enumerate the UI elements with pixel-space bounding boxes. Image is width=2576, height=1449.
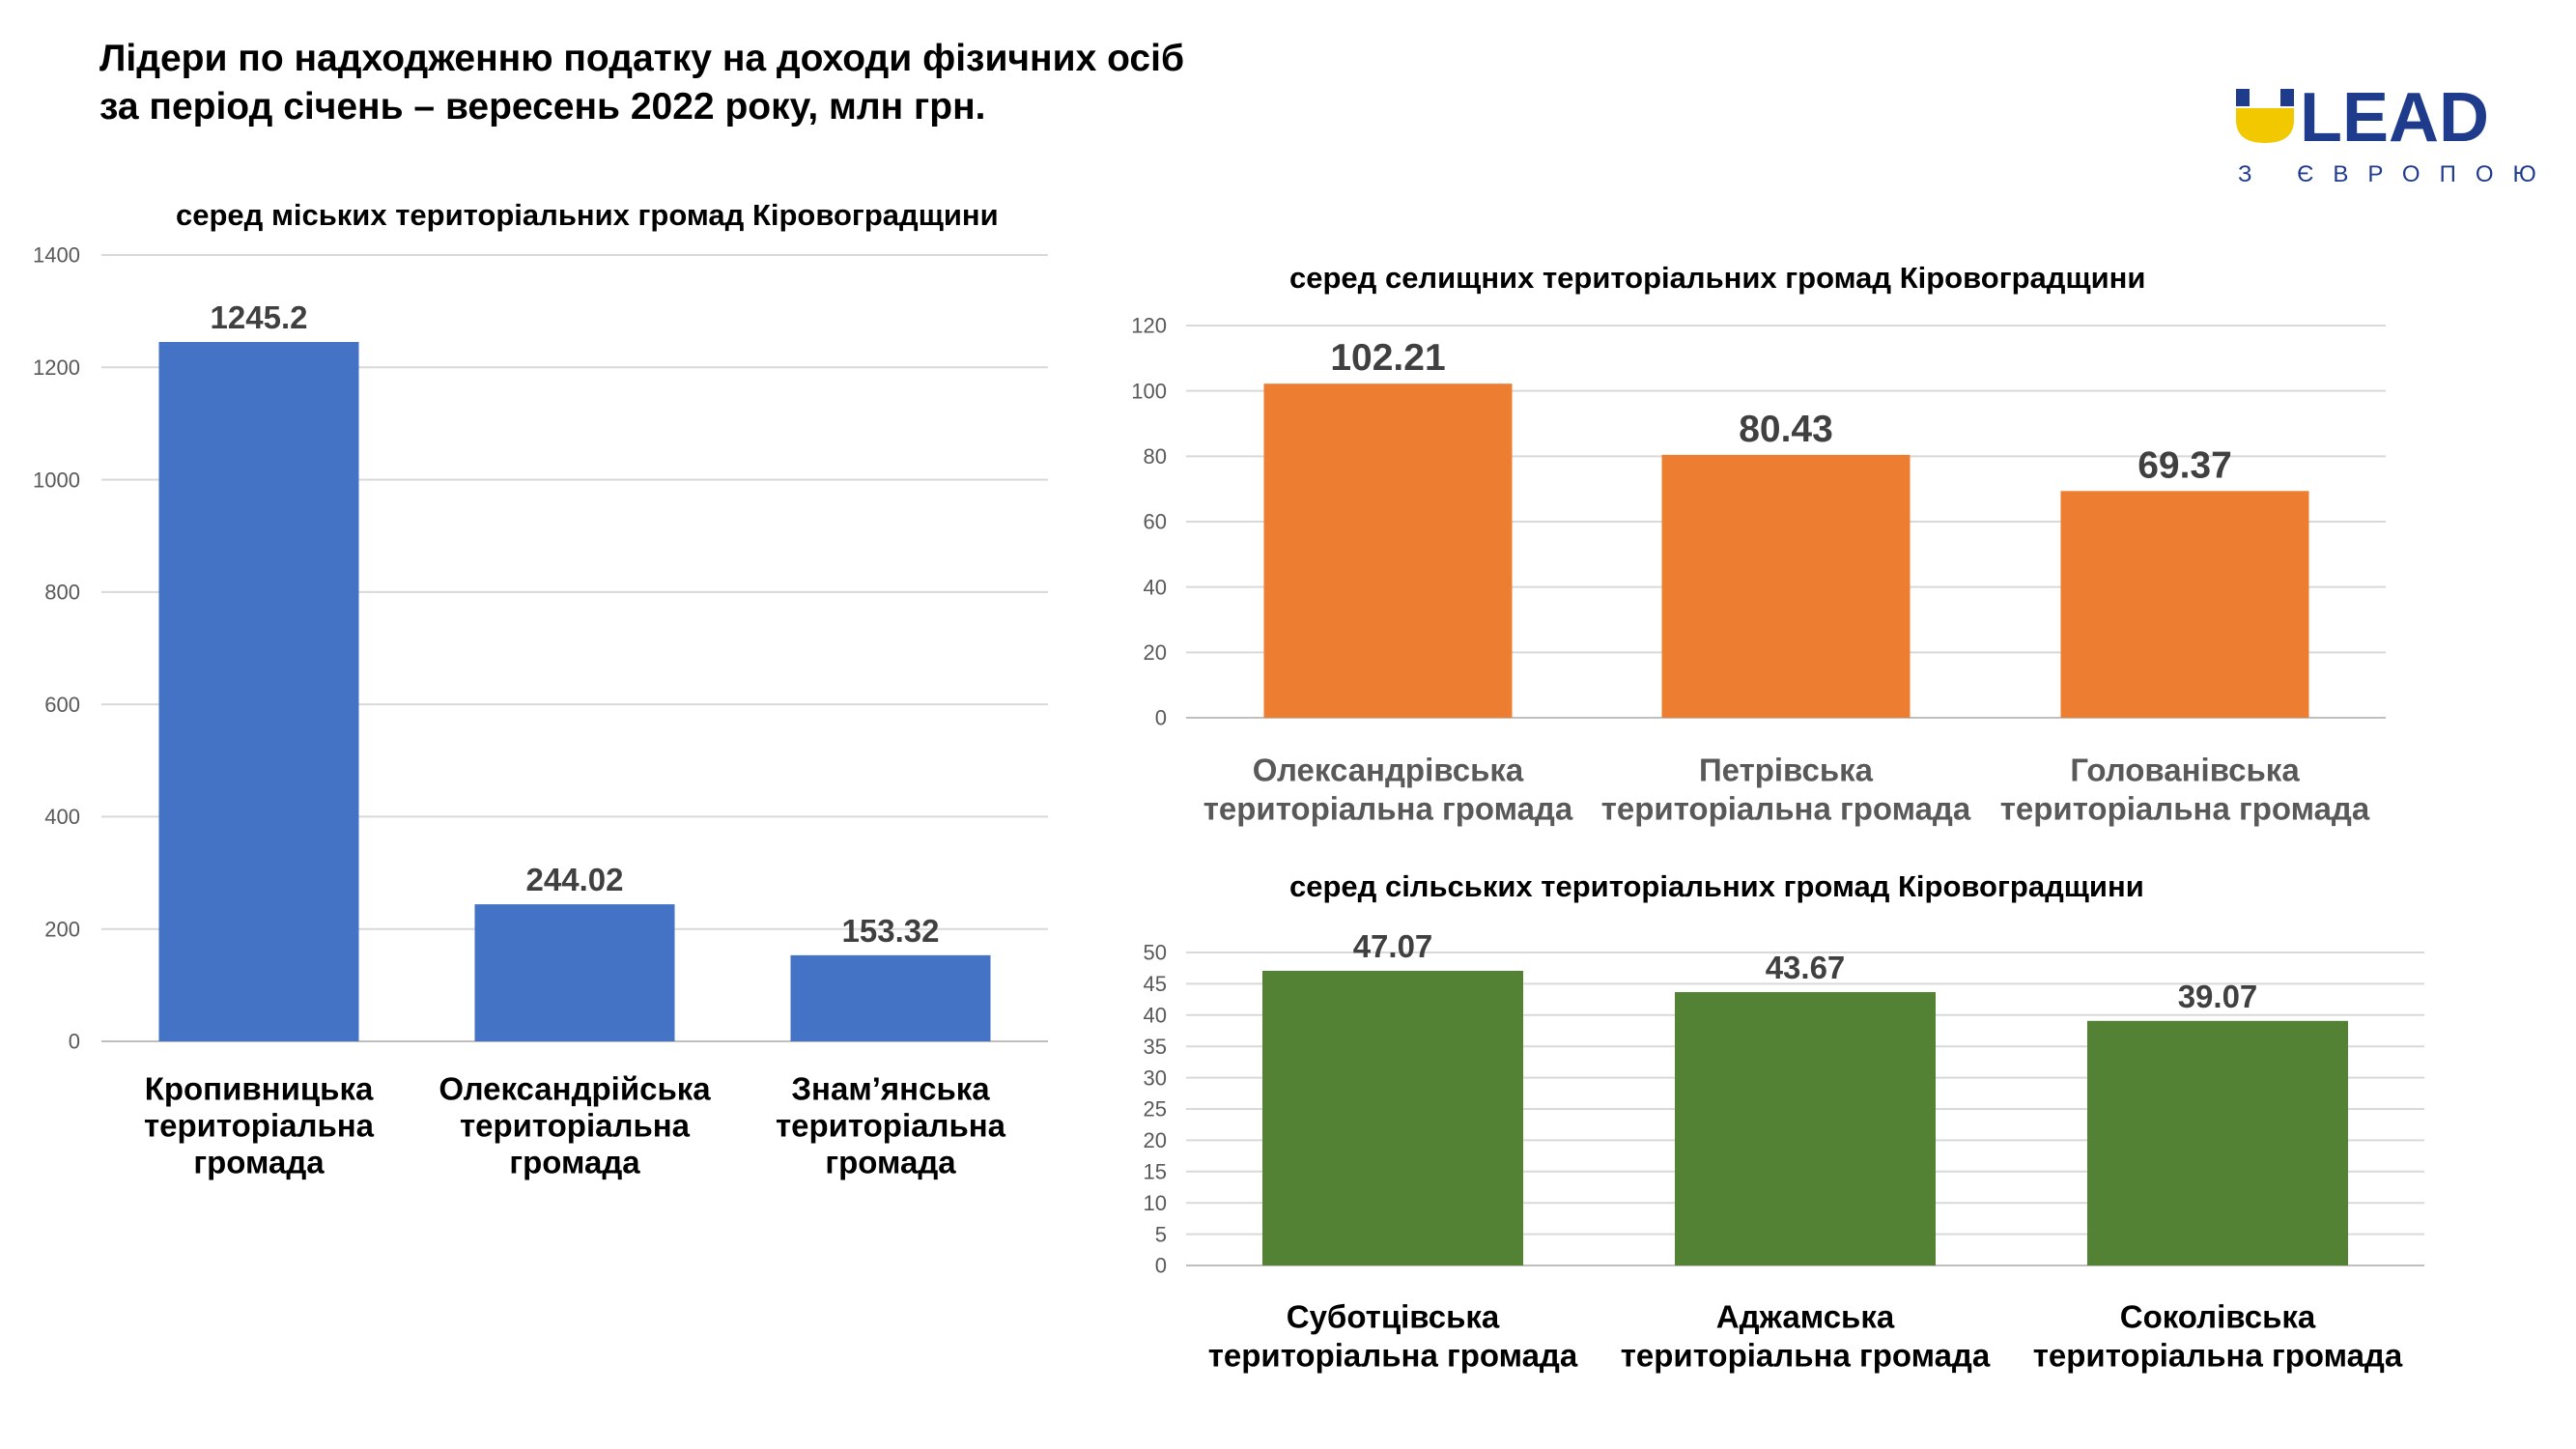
y-tick-label: 40	[1144, 1004, 1167, 1028]
y-tick-label: 1400	[33, 243, 80, 268]
y-tick-label: 10	[1144, 1191, 1167, 1215]
category-label: Соколівська	[2120, 1298, 2316, 1334]
y-tick-label: 120	[1131, 314, 1167, 338]
bar	[2087, 1020, 2348, 1265]
logo-subtitle: З ЄВРОПОЮ	[2238, 161, 2556, 187]
ulead-logo: LEAD З ЄВРОПОЮ	[2236, 79, 2564, 189]
data-label: 1245.2	[211, 299, 308, 335]
category-label: територіальна	[776, 1107, 1006, 1143]
y-tick-label: 15	[1144, 1160, 1167, 1184]
y-tick-label: 20	[1144, 1128, 1167, 1152]
category-label: громада	[509, 1144, 640, 1179]
logo-u-left-blue	[2236, 89, 2250, 106]
page-title-line-2: за період січень – вересень 2022 року, м…	[99, 86, 986, 128]
y-tick-label: 200	[44, 917, 80, 941]
y-tick-label: 30	[1144, 1065, 1167, 1090]
y-tick-label: 80	[1144, 444, 1167, 469]
logo-u-yellow	[2236, 108, 2294, 143]
category-label: Суботцівська	[1287, 1298, 1500, 1334]
category-label: Петрівська	[1699, 752, 1874, 787]
y-tick-label: 0	[1155, 706, 1167, 730]
y-tick-label: 0	[1155, 1254, 1167, 1278]
data-label: 39.07	[2178, 979, 2258, 1014]
logo-wordmark: LEAD	[2300, 83, 2489, 156]
y-tick-label: 5	[1155, 1222, 1167, 1246]
bar	[1262, 970, 1523, 1265]
y-tick-label: 1000	[33, 468, 80, 492]
bar	[474, 904, 675, 1041]
chart-urban-svg: 0 200 400 600 800 1000 1200 1400 1245.2 Кропивниц…	[33, 243, 1048, 1179]
logo-u-right-blue	[2280, 89, 2294, 106]
y-tick-label: 50	[1144, 941, 1167, 965]
ulead-logo-mark: LEAD З ЄВРОПОЮ	[2236, 79, 2556, 187]
category-label: Олександрійська	[439, 1070, 711, 1106]
category-label: громада	[193, 1144, 325, 1179]
category-label: територіальна громада	[1203, 790, 1573, 826]
y-tick-label: 45	[1144, 972, 1167, 996]
chart-rural: 0 5 10 15 20 25 30 35 40 45 50 47.07 Суботцівська тер…	[1144, 928, 2424, 1373]
bar	[158, 342, 359, 1042]
data-label: 102.21	[1330, 337, 1445, 379]
category-label: територіальна громада	[2033, 1337, 2403, 1373]
y-tick-label: 400	[44, 805, 80, 829]
category-label: територіальна	[460, 1107, 691, 1143]
y-tick-label: 20	[1144, 640, 1167, 665]
y-tick-label: 25	[1144, 1097, 1167, 1122]
category-label: територіальна громада	[1601, 790, 1971, 826]
page-title: Лідери по надходженню податку на доходи …	[99, 35, 1184, 131]
bar	[790, 954, 991, 1041]
category-label: територіальна громада	[1621, 1337, 1991, 1373]
chart-settlement-svg: 020406080100120102.21Олександрівськатери…	[1131, 314, 2386, 826]
y-tick-label: 40	[1144, 575, 1167, 599]
data-label: 43.67	[1766, 950, 1846, 985]
y-tick-label: 100	[1131, 379, 1167, 403]
chart-3-title: серед сільських територіальних громад Кі…	[1289, 869, 2144, 903]
category-label: Знам’янська	[791, 1070, 990, 1106]
data-label: 244.02	[526, 862, 624, 897]
category-label: територіальна громада	[1208, 1337, 1578, 1373]
category-label: територіальна громада	[2000, 790, 2370, 826]
y-tick-label: 800	[44, 581, 80, 605]
y-tick-label: 60	[1144, 510, 1167, 534]
y-tick-label: 0	[69, 1030, 80, 1054]
category-label: громада	[825, 1144, 956, 1179]
bar	[1661, 454, 1911, 718]
bar	[1675, 992, 1936, 1265]
category-label: Голованівська	[2070, 752, 2300, 787]
y-tick-label: 600	[44, 693, 80, 717]
data-label: 69.37	[2137, 444, 2232, 486]
chart-2-title: серед селищних територіальних громад Кір…	[1289, 261, 2146, 295]
page-title-line-1: Лідери по надходженню податку на доходи …	[99, 38, 1185, 79]
category-label: Кропивницька	[145, 1070, 374, 1106]
data-label: 80.43	[1739, 409, 1833, 450]
bar	[2060, 491, 2309, 718]
data-label: 47.07	[1353, 928, 1433, 964]
y-tick-label: 35	[1144, 1035, 1167, 1059]
chart-settlement: 0 20 40 60 80 100 120 102.21 Олександрівська тери…	[1131, 314, 2386, 826]
category-label: Аджамська	[1716, 1298, 1895, 1334]
chart-urban: 0 200 400 600 800 1000 1200 1400 1245.2 Кропивниц…	[0, 0, 1082, 1217]
category-label: територіальна	[144, 1107, 375, 1143]
chart-1-title: серед міських територіальних громад Кіро…	[176, 198, 999, 232]
data-label: 153.32	[842, 913, 940, 949]
bar	[1263, 384, 1513, 718]
category-label: Олександрівська	[1253, 752, 1524, 787]
y-tick-label: 1200	[33, 355, 80, 380]
